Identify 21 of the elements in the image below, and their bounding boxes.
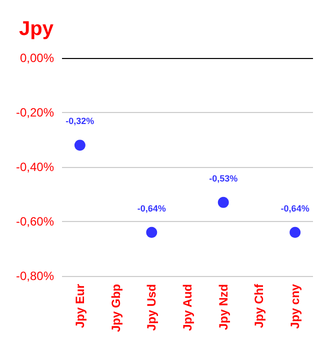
x-tick-label: Jpy Gbp (108, 284, 123, 332)
point (74, 140, 86, 151)
y-tick-label: -0,20% (16, 106, 54, 120)
point (146, 226, 158, 238)
y-tick-label: 0,00% (20, 51, 54, 65)
x-tick-label: Jpy Aud (180, 284, 194, 331)
data-label: -0,64% (137, 203, 166, 214)
chart-title: Jpy (19, 18, 54, 40)
point (218, 196, 229, 208)
y-tick-label: -0,60% (16, 214, 54, 228)
x-tick-label: Jpy Nzd (216, 284, 230, 330)
data-label: -0,64% (280, 203, 310, 214)
x-tick-label: Jpy Chf (252, 283, 266, 328)
data-label: -0,53% (209, 173, 238, 184)
point (290, 226, 301, 238)
y-tick-label: -0,80% (16, 269, 54, 283)
x-tick-label: Jpy cny (288, 284, 302, 329)
y-tick-label: -0,40% (16, 160, 54, 174)
data-label: -0,32% (66, 116, 94, 126)
x-tick-label: Jpy Eur (72, 284, 87, 328)
x-tick-label: Jpy Usd (144, 284, 159, 331)
